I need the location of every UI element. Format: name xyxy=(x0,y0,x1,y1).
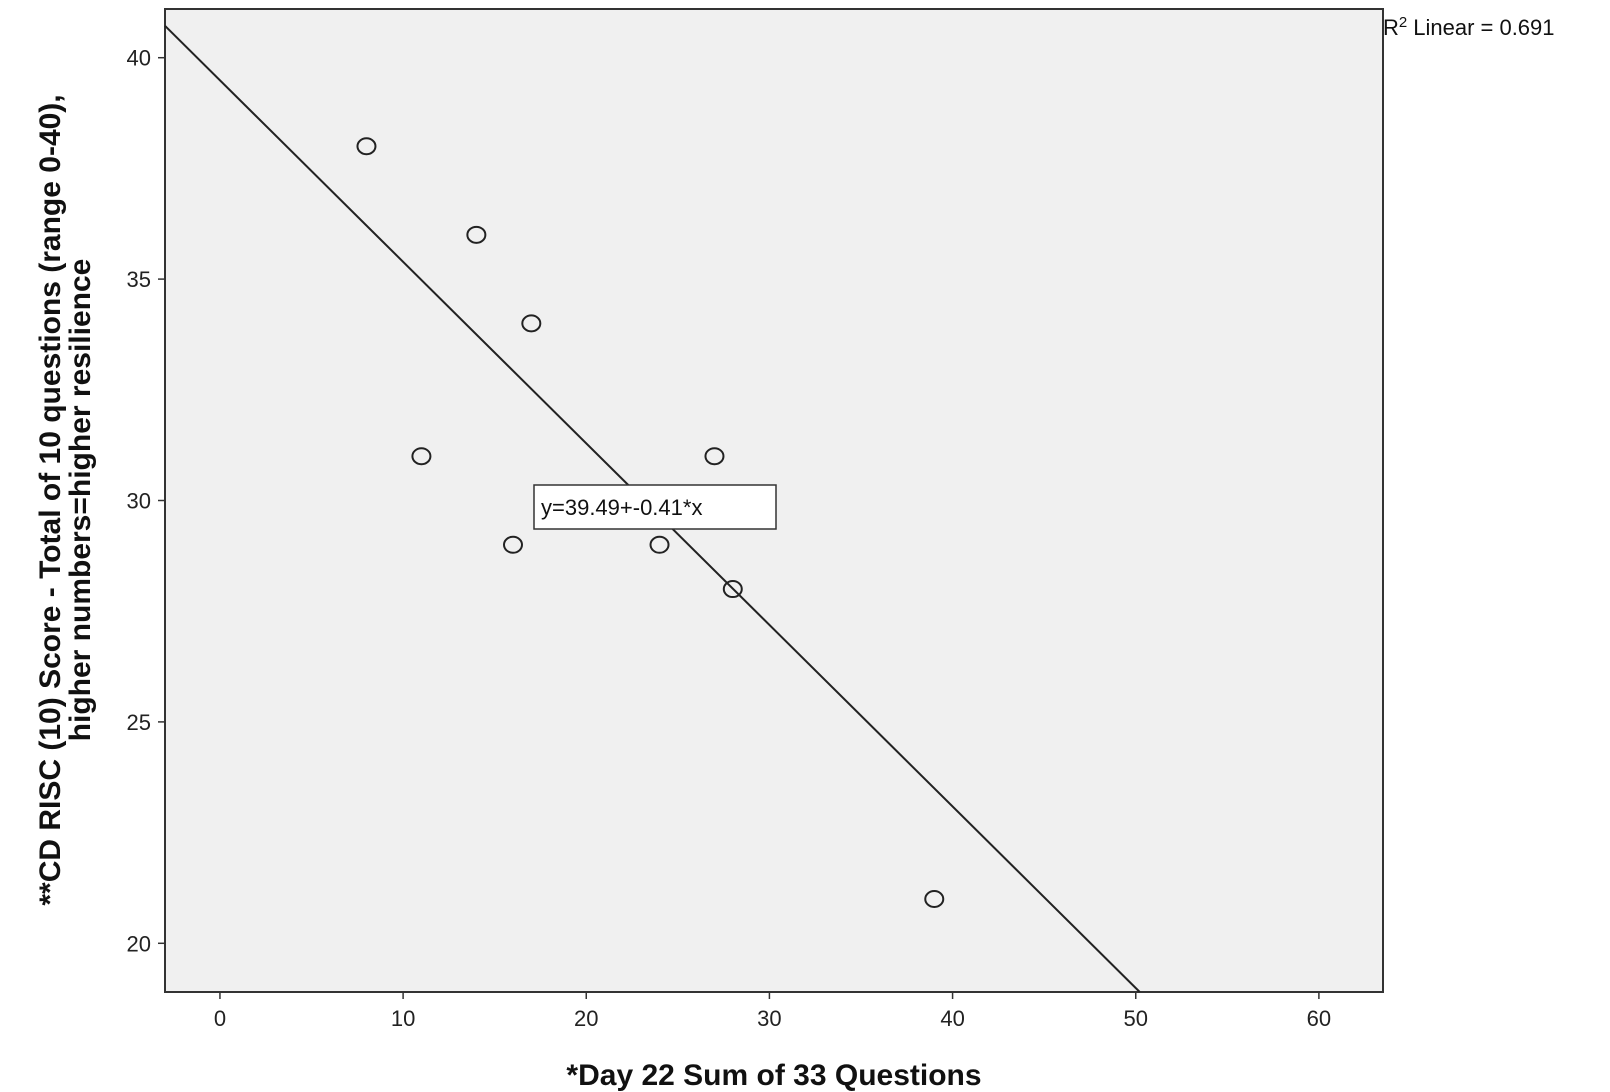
equation-box: y=39.49+-0.41*x xyxy=(533,484,777,530)
x-tick-label: 50 xyxy=(1123,1006,1147,1031)
data-point xyxy=(411,447,432,466)
r2-annotation: R2 Linear = 0.691 xyxy=(1383,14,1555,40)
axis-ticks: 0 10 20 30 40 50 60 20 25 30 35 40 xyxy=(127,46,1332,1031)
y-tick-label: 25 xyxy=(127,710,151,735)
equation-box-frame xyxy=(533,484,777,530)
data-point xyxy=(649,535,670,554)
y-tick-label: 40 xyxy=(127,46,151,71)
equation-label: y=39.49+-0.41*x xyxy=(541,495,702,520)
r2-prefix: R xyxy=(1383,15,1399,40)
data-point xyxy=(466,225,487,244)
data-point xyxy=(704,447,725,466)
data-point xyxy=(356,137,377,156)
x-tick-label: 60 xyxy=(1307,1006,1331,1031)
data-point xyxy=(722,580,743,599)
y-tick-label: 20 xyxy=(127,931,151,956)
r2-value: Linear = 0.691 xyxy=(1413,15,1554,40)
x-tick-label: 40 xyxy=(940,1006,964,1031)
y-axis-title: **CD RISC (10) Score - Total of 10 quest… xyxy=(34,94,97,905)
x-tick-label: 0 xyxy=(214,1006,226,1031)
r2-superscript: 2 xyxy=(1399,14,1407,31)
data-point xyxy=(924,890,945,909)
y-tick-label: 30 xyxy=(127,489,151,514)
data-points xyxy=(356,137,945,909)
x-axis-title: *Day 22 Sum of 33 Questions xyxy=(566,1059,981,1092)
x-tick-label: 20 xyxy=(574,1006,598,1031)
x-tick-label: 10 xyxy=(391,1006,415,1031)
data-point xyxy=(503,535,523,554)
y-tick-label: 35 xyxy=(127,267,151,292)
x-tick-label: 30 xyxy=(757,1006,781,1031)
y-axis-title-line-2: higher numbers=higher resilience xyxy=(64,259,97,742)
data-point xyxy=(521,314,542,333)
y-axis-title-line-1: **CD RISC (10) Score - Total of 10 quest… xyxy=(34,94,67,905)
